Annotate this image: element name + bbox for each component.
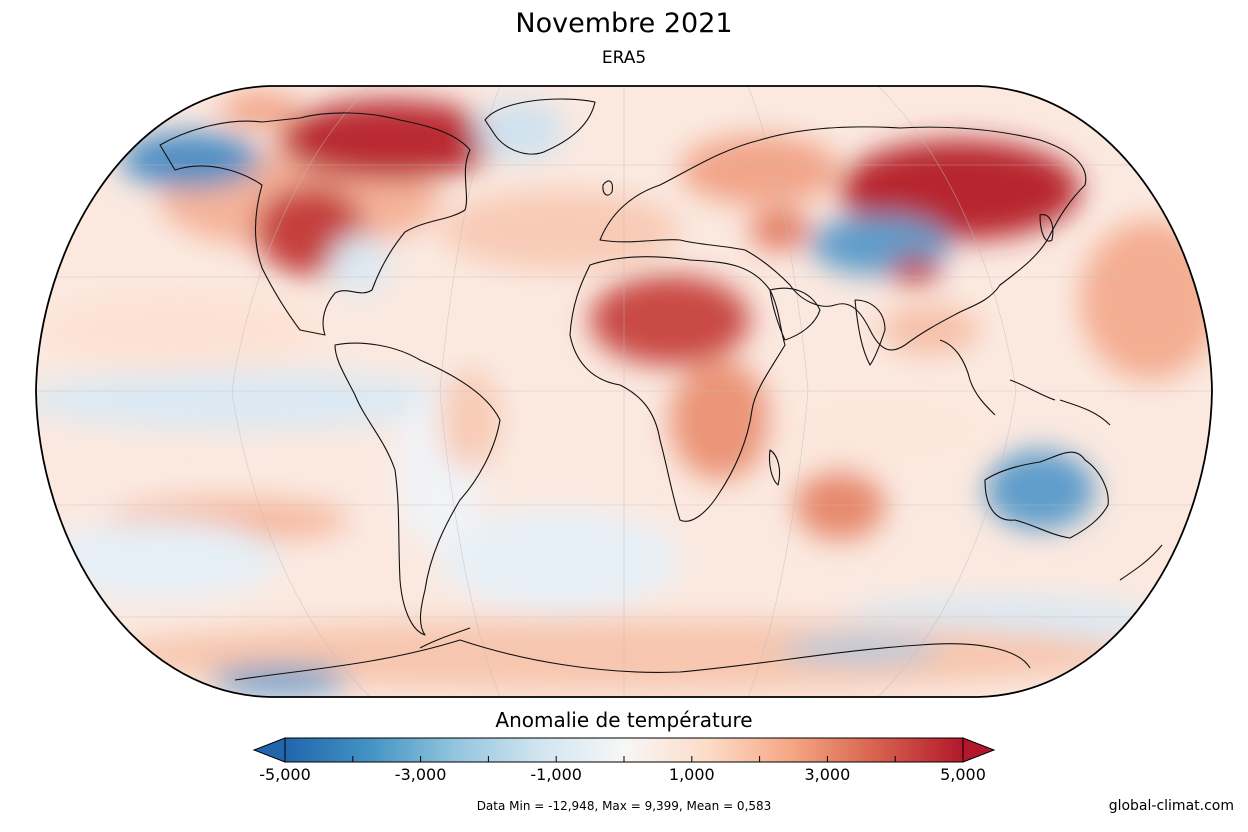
source-credit: global-climat.com: [1108, 798, 1234, 814]
map-subtitle: ERA5: [601, 48, 647, 68]
colorbar-tick-label: -1,000: [530, 765, 582, 784]
graticule: [36, 86, 1212, 697]
anomaly-field: [36, 86, 1212, 697]
globe-outline: [35, 85, 1213, 698]
colorbar-tick-label: -5,000: [259, 765, 311, 784]
data-statistics: Data Min = -12,948, Max = 9,399, Mean = …: [476, 799, 772, 813]
colorbar-tick-label: -3,000: [394, 765, 447, 784]
colorbar-title: Anomalie de température: [495, 708, 753, 732]
map-title: Novembre 2021: [515, 8, 733, 39]
colorbar-tick-label: 5,000: [940, 765, 986, 784]
colorbar: [252, 737, 996, 763]
coastlines: [159, 98, 1163, 681]
colorbar-tick-label: 1,000: [668, 765, 715, 784]
temperature-anomaly-map: [35, 85, 1213, 698]
colorbar-extend-low: [252, 737, 286, 763]
colorbar-tick-label: 3,000: [804, 765, 851, 784]
colorbar-extend-high: [962, 737, 996, 763]
